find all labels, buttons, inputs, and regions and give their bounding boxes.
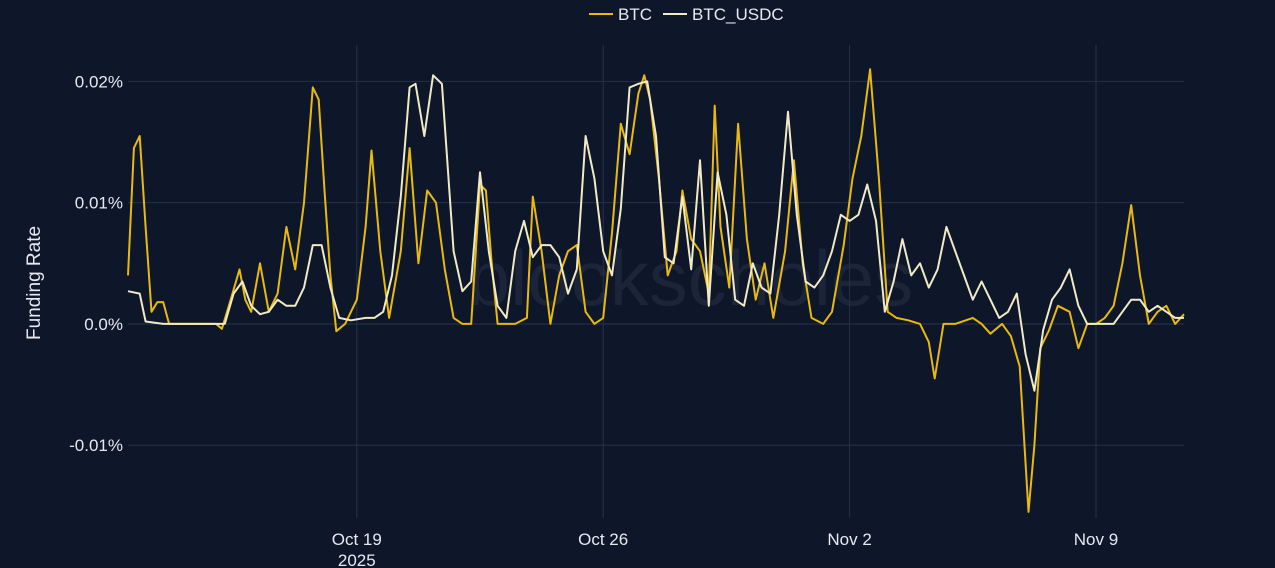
- y-tick-label: 0.01%: [75, 194, 123, 213]
- series-line-btc-usdc: [127, 74, 1184, 392]
- y-tick-labels: 0.02% 0.01% 0.0% -0.01%: [69, 72, 123, 455]
- x-tick-labels: Oct 19 2025 Oct 26 Nov 2 Nov 9: [332, 530, 1118, 568]
- x-tick-label: Nov 2: [827, 530, 871, 549]
- y-tick-label: 0.0%: [84, 315, 123, 334]
- series-line-btc: [127, 68, 1185, 513]
- watermark-text: blockscholes: [467, 234, 914, 322]
- y-tick-label: 0.02%: [75, 72, 123, 91]
- y-axis-title: Funding Rate: [24, 226, 45, 340]
- x-tick-label: Oct 26: [578, 530, 628, 549]
- x-gridlines: [356, 45, 1097, 518]
- legend-label: BTC_USDC: [692, 5, 784, 24]
- x-tick-label: Nov 9: [1074, 530, 1118, 549]
- legend: BTC BTC_USDC: [589, 5, 784, 24]
- x-tick-year-label: 2025: [338, 551, 376, 568]
- legend-label: BTC: [618, 5, 652, 24]
- series-layer: [127, 68, 1185, 513]
- y-tick-label: -0.01%: [69, 436, 123, 455]
- x-tick-label: Oct 19: [332, 530, 382, 549]
